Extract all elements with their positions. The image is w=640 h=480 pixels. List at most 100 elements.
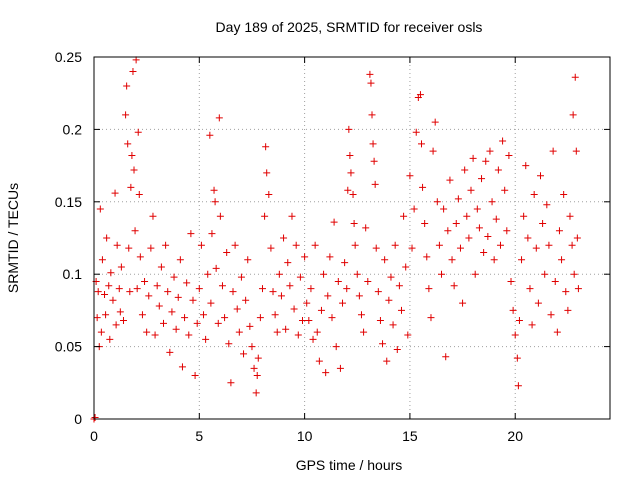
data-point [185, 331, 193, 339]
data-point [341, 259, 349, 267]
data-point [456, 244, 464, 252]
x-tick-label: 15 [402, 428, 418, 444]
data-point [313, 328, 321, 336]
data-point [450, 282, 458, 290]
data-point [107, 269, 115, 277]
data-point [202, 335, 210, 343]
data-point [172, 325, 180, 333]
data-point [106, 335, 114, 343]
data-point [326, 253, 334, 261]
data-point [149, 212, 157, 220]
data-point [129, 67, 137, 75]
data-point [98, 256, 106, 264]
data-point [419, 183, 427, 191]
data-point [91, 414, 99, 422]
data-point [122, 111, 130, 119]
data-point [442, 353, 450, 361]
data-point [536, 172, 544, 180]
x-tick-label: 20 [507, 428, 523, 444]
chart-title: Day 189 of 2025, SRMTID for receiver osl… [216, 19, 483, 35]
data-point [322, 369, 330, 377]
data-point [256, 314, 264, 322]
data-point [478, 175, 486, 183]
data-point [164, 288, 172, 296]
data-point [573, 234, 581, 242]
data-point [345, 125, 353, 133]
data-point [393, 345, 401, 353]
y-axis-label: SRMTID / TECUs [5, 183, 21, 293]
data-point [280, 234, 288, 242]
data-point [334, 277, 342, 285]
data-point [131, 227, 139, 235]
data-point [347, 169, 355, 177]
data-point [402, 263, 410, 271]
data-point [305, 317, 313, 325]
data-point [178, 363, 186, 371]
data-point [212, 264, 220, 272]
data-point [395, 282, 403, 290]
data-point [520, 212, 528, 220]
data-point [133, 285, 141, 293]
data-point [374, 288, 382, 296]
data-point [328, 314, 336, 322]
data-point [94, 288, 102, 296]
data-point [440, 205, 448, 213]
data-point [151, 331, 159, 339]
data-point [225, 340, 233, 348]
data-point [299, 317, 307, 325]
data-point [425, 285, 433, 293]
data-point [518, 256, 526, 264]
data-point [330, 218, 338, 226]
data-point [459, 299, 467, 307]
data-point [286, 282, 294, 290]
data-point [513, 354, 521, 362]
data-point [265, 191, 273, 199]
data-point [307, 285, 315, 293]
data-point [351, 241, 359, 249]
data-point [454, 195, 462, 203]
data-point [332, 343, 340, 351]
data-point [244, 256, 252, 264]
data-point [509, 306, 517, 314]
data-point [126, 288, 134, 296]
data-point [366, 70, 374, 78]
data-point [569, 111, 577, 119]
data-point [166, 348, 174, 356]
data-point [128, 151, 136, 159]
plot-frame [93, 56, 611, 420]
data-point [235, 328, 243, 336]
axis-ticks [93, 56, 610, 420]
data-point [570, 270, 578, 278]
data-point [410, 205, 418, 213]
data-point [367, 79, 375, 87]
data-point [553, 328, 561, 336]
data-point [290, 305, 298, 313]
data-point [147, 244, 155, 252]
data-point [482, 157, 490, 165]
data-point [545, 241, 553, 249]
data-point [471, 270, 479, 278]
data-point [522, 162, 530, 170]
data-point [135, 191, 143, 199]
data-point [269, 288, 277, 296]
data-point [568, 241, 576, 249]
data-point [435, 241, 443, 249]
data-point [448, 256, 456, 264]
data-point [514, 382, 522, 390]
data-point [369, 140, 377, 148]
data-point [364, 277, 372, 285]
data-point [558, 256, 566, 264]
data-point [254, 354, 262, 362]
data-point [320, 270, 328, 278]
data-point [379, 340, 387, 348]
data-point [560, 191, 568, 199]
data-point [400, 212, 408, 220]
data-point [296, 273, 304, 281]
data-point [381, 256, 389, 264]
data-point [431, 118, 439, 126]
data-point [480, 248, 488, 256]
data-point [112, 321, 120, 329]
data-point [237, 273, 245, 281]
data-point [262, 143, 270, 151]
